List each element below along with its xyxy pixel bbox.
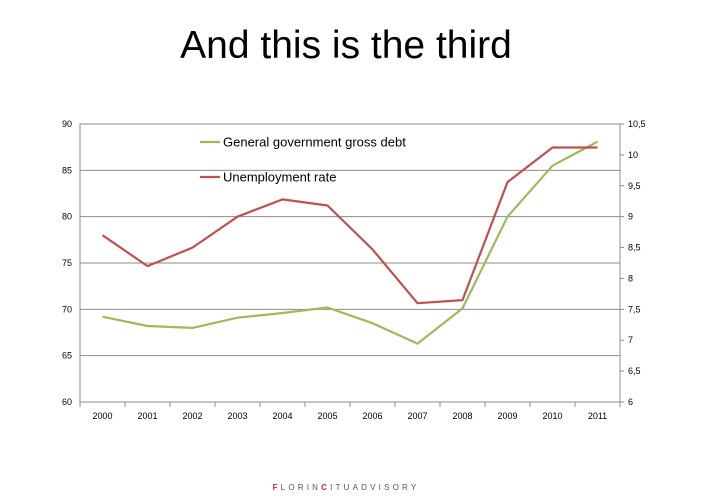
- legend-label: Unemployment rate: [223, 170, 336, 185]
- y-left-tick-label: 90: [62, 119, 72, 129]
- y-right-tick-label: 7: [628, 335, 633, 345]
- grid-layer: [80, 123, 620, 403]
- x-tick-label: 2009: [497, 411, 517, 421]
- y-right-tick-label: 6,5: [628, 366, 641, 376]
- x-tick-label: 2001: [137, 411, 157, 421]
- axes-layer: 60 65 70 75 80 85 90 6 6,5 7 7,5 8 8,5 9 9,5 10 10,5 2000…: [62, 119, 646, 421]
- x-tick-label: 2008: [452, 411, 472, 421]
- y-right-tick-label: 9: [628, 212, 633, 222]
- y-left-tick-label: 80: [62, 212, 72, 222]
- footer-brand-accent-1: F: [272, 483, 281, 492]
- y-right-tick-label: 6: [628, 397, 633, 407]
- y-right-tick-label: 8: [628, 273, 633, 283]
- series-layer: [101, 140, 599, 345]
- series-line-unemployment-rate: [101, 146, 598, 305]
- legend: General government gross debt Unemploymen…: [200, 135, 406, 185]
- y-right-tick-label: 10,5: [628, 119, 646, 129]
- footer-brand: FLORINCITUADVISORY: [0, 483, 692, 492]
- legend-label: General government gross debt: [223, 135, 406, 150]
- y-left-tick-label: 70: [62, 304, 72, 314]
- footer-brand-text-2: ITUADVISORY: [330, 483, 420, 492]
- y-left-tick-label: 65: [62, 351, 72, 361]
- y-left-tick-label: 60: [62, 397, 72, 407]
- x-tick-label: 2003: [227, 411, 247, 421]
- y-right-tick-label: 8,5: [628, 243, 641, 253]
- footer-brand-accent-2: C: [321, 483, 331, 492]
- x-tick-label: 2002: [182, 411, 202, 421]
- x-tick-label: 2010: [542, 411, 562, 421]
- footer-brand-text-1: LORIN: [280, 483, 322, 492]
- x-tick-label: 2004: [272, 411, 292, 421]
- y-right-tick-label: 7,5: [628, 304, 641, 314]
- y-left-tick-label: 75: [62, 258, 72, 268]
- x-tick-label: 2000: [92, 411, 112, 421]
- x-tick-label: 2006: [362, 411, 382, 421]
- y-right-tick-label: 9,5: [628, 181, 641, 191]
- y-right-tick-label: 10: [628, 150, 638, 160]
- slide-title: And this is the third: [180, 24, 512, 67]
- x-tick-label: 2011: [588, 411, 607, 421]
- x-tick-label: 2007: [407, 411, 427, 421]
- series-line-general-government-gross-debt: [102, 140, 599, 345]
- x-tick-label: 2005: [317, 411, 337, 421]
- y-left-tick-label: 85: [62, 165, 72, 175]
